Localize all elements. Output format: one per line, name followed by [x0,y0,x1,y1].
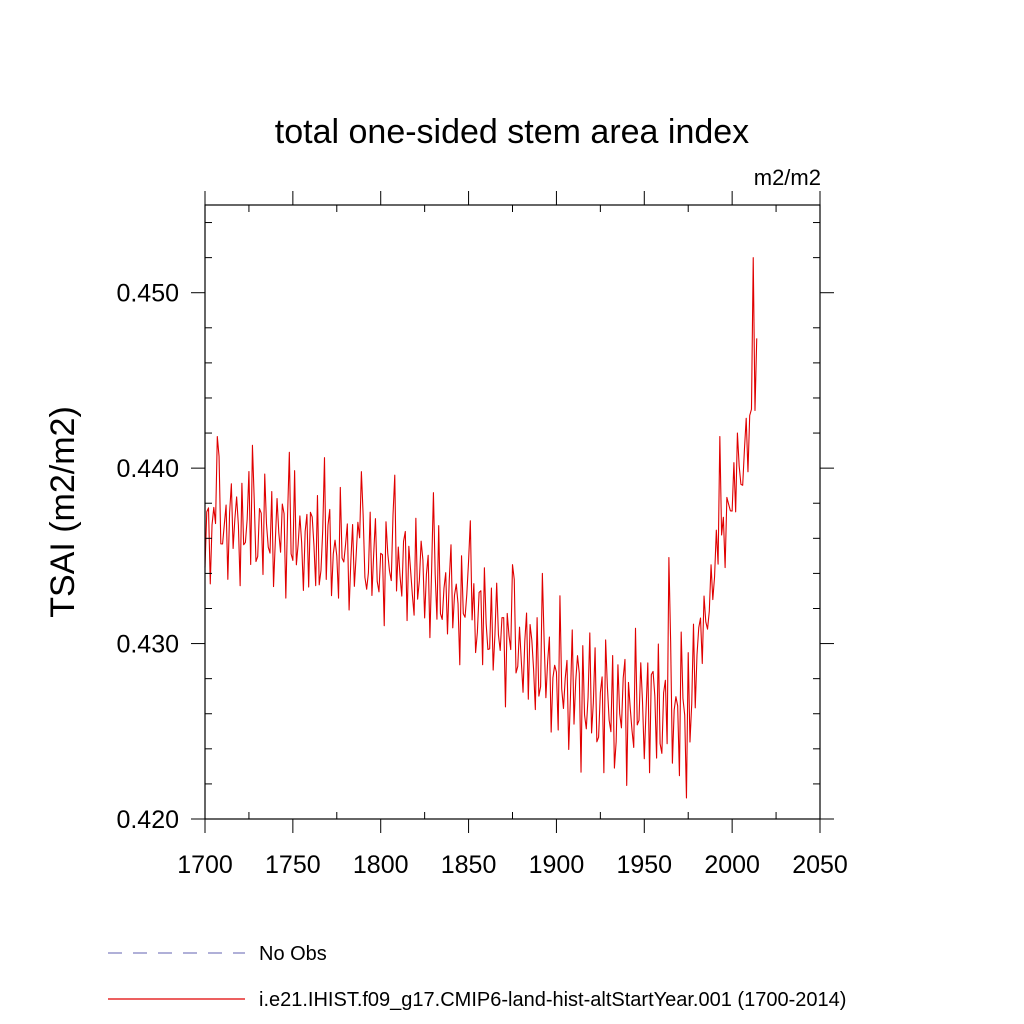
y-axis-label: TSAI (m2/m2) [44,406,82,618]
x-tick-label: 1900 [529,851,585,879]
chart-title: total one-sided stem area index [275,113,749,151]
x-tick-label: 2000 [704,851,760,879]
x-tick-label: 1850 [441,851,497,879]
x-tick-label: 1800 [353,851,409,879]
axis-ticks: 1700 1750 1800 1850 1900 1950 2000 2050 0.420 0.4… [116,191,848,879]
x-tick-label: 1750 [265,851,321,879]
legend: No Obs i.e21.IHIST.f09_g17.CMIP6-land-hi… [108,943,846,1011]
plot-frame [204,204,821,820]
units-label: m2/m2 [754,165,821,190]
y-tick-label: 0.450 [116,280,179,308]
legend-no-obs-label: No Obs [259,943,327,965]
x-tick-label: 1950 [616,851,672,879]
x-tick-label: 1700 [177,851,233,879]
x-tick-label: 2050 [792,851,848,879]
y-tick-label: 0.420 [116,806,179,834]
y-tick-label: 0.440 [116,455,179,483]
y-tick-label: 0.430 [116,631,179,659]
series-line-tsai [204,257,758,799]
data-layer [204,257,758,799]
legend-model-label: i.e21.IHIST.f09_g17.CMIP6-land-hist-altS… [259,989,846,1011]
